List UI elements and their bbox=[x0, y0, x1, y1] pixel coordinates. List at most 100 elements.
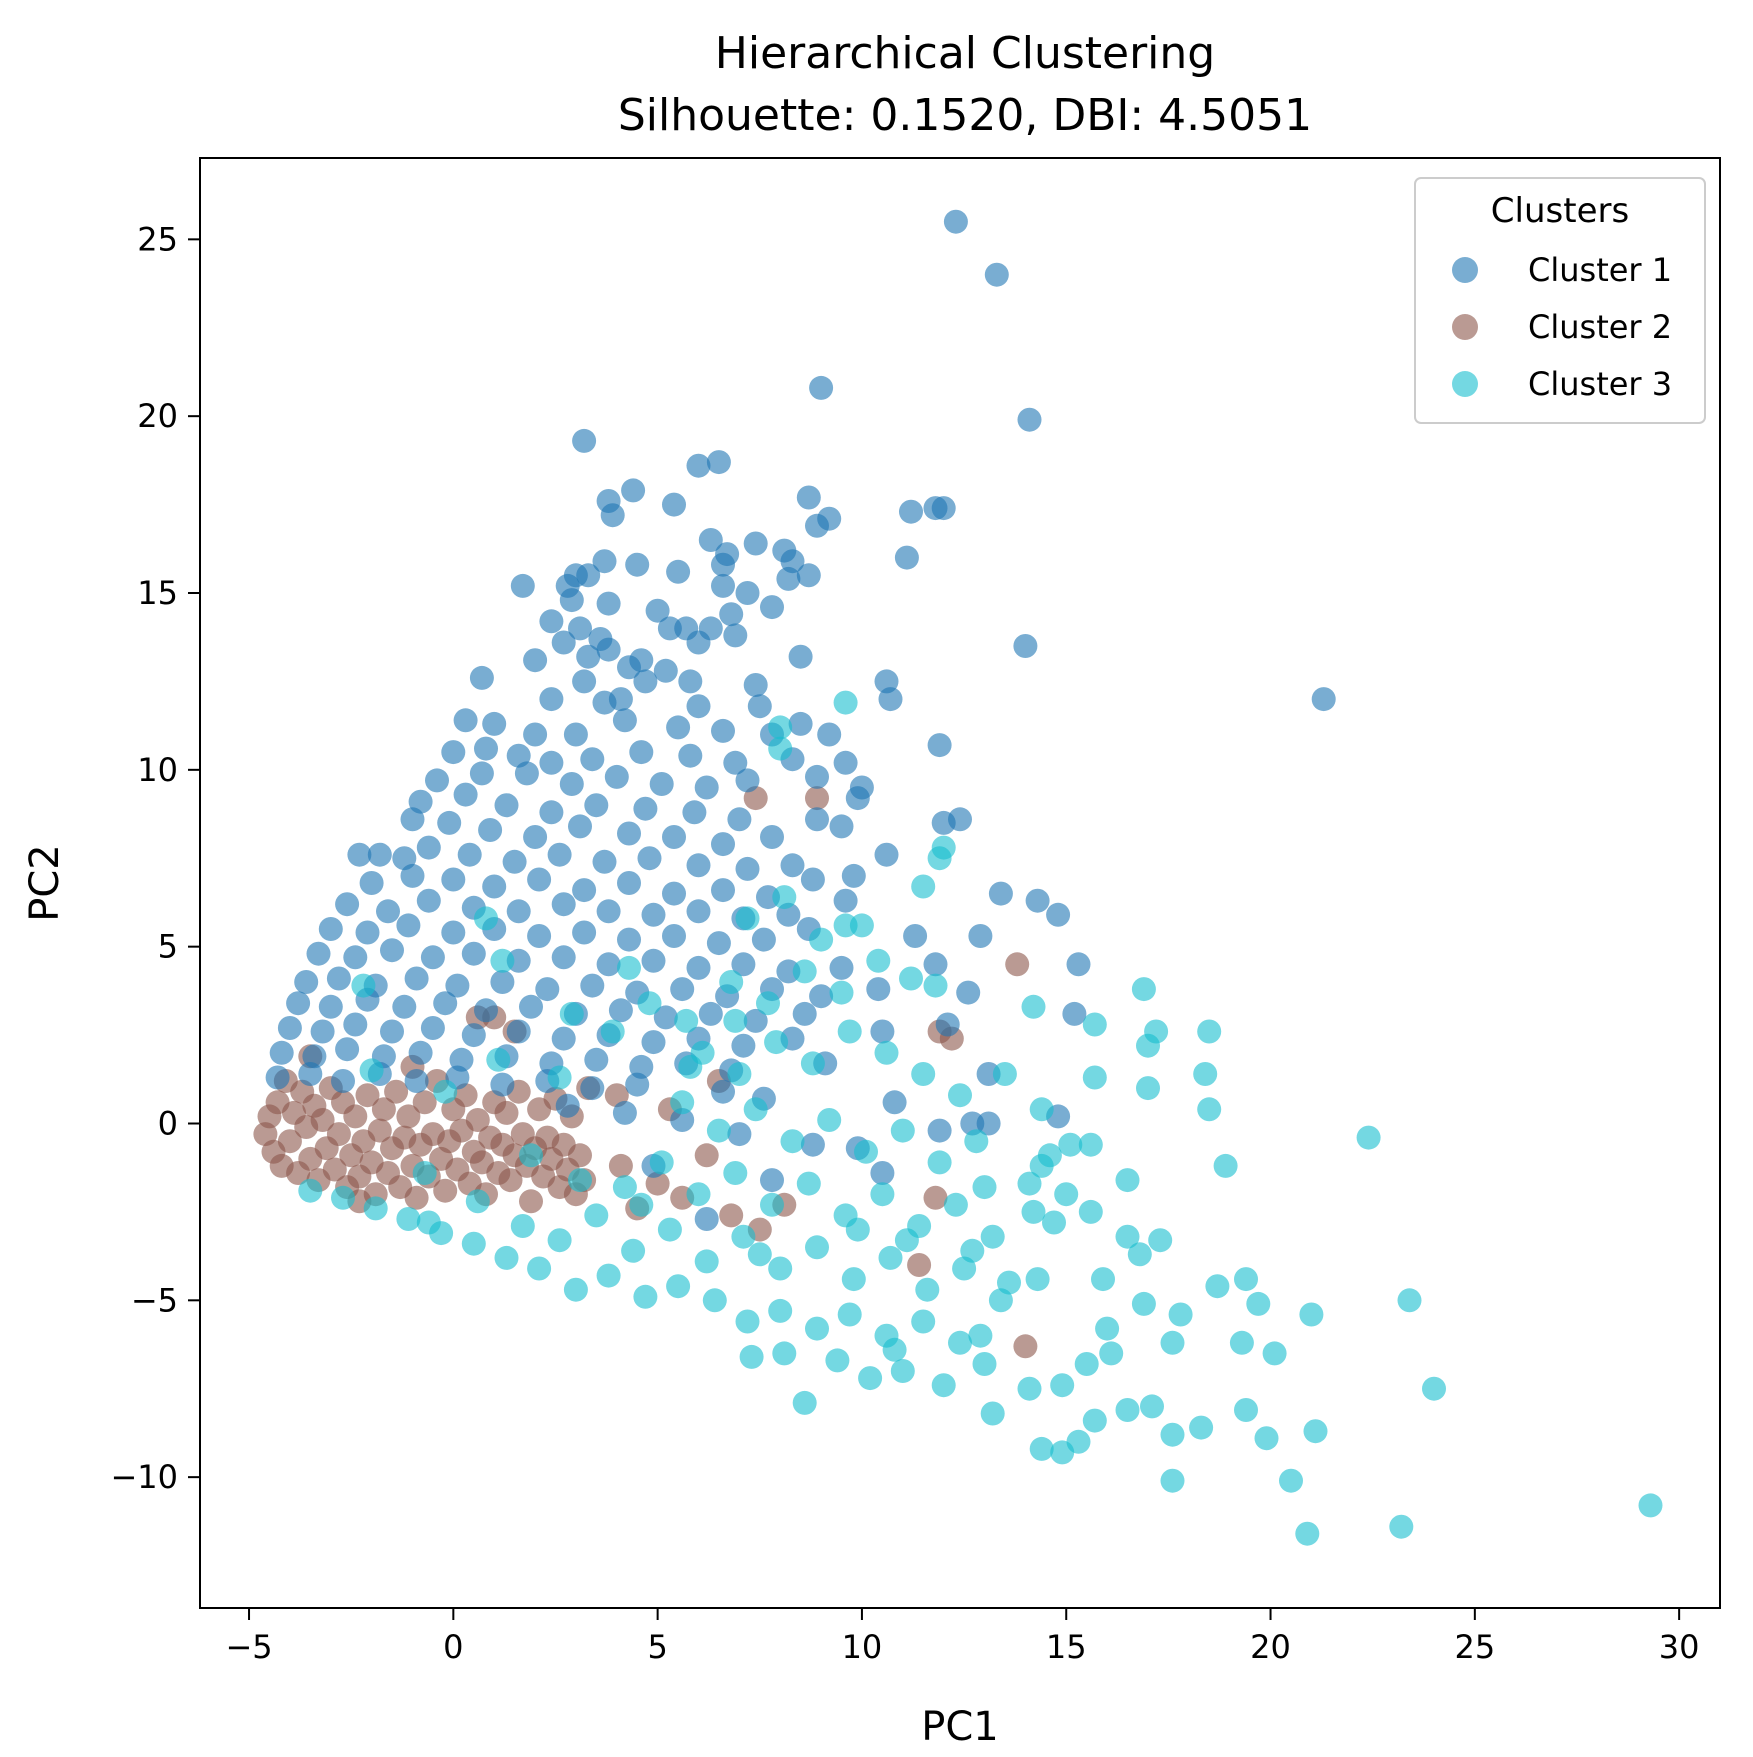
point-cluster-1-249 bbox=[265, 1065, 290, 1090]
point-cluster-1-192 bbox=[294, 970, 319, 994]
point-cluster-1-111 bbox=[948, 807, 972, 832]
point-cluster-3-175 bbox=[960, 1238, 985, 1263]
point-cluster-3-54 bbox=[1160, 1422, 1185, 1447]
point-cluster-3-106 bbox=[805, 1235, 829, 1260]
point-cluster-3-17 bbox=[1136, 1076, 1160, 1101]
point-cluster-3-68 bbox=[1638, 1493, 1663, 1518]
point-cluster-1-64 bbox=[539, 687, 564, 712]
point-cluster-3-154 bbox=[519, 1143, 543, 1168]
point-cluster-3-7 bbox=[899, 966, 923, 991]
point-cluster-1-184 bbox=[596, 952, 621, 977]
point-cluster-2-57 bbox=[465, 1108, 490, 1132]
legend: Clusters Cluster 1 Cluster 2 Cluster 3 bbox=[1414, 177, 1706, 424]
point-cluster-3-74 bbox=[931, 1373, 956, 1398]
point-cluster-1-134 bbox=[780, 853, 805, 878]
point-cluster-1-41 bbox=[568, 616, 592, 641]
point-cluster-1-259 bbox=[711, 1079, 735, 1104]
point-cluster-3-34 bbox=[1115, 1224, 1140, 1249]
point-cluster-3-158 bbox=[359, 1058, 384, 1083]
point-cluster-3-176 bbox=[894, 1228, 919, 1253]
point-cluster-1-230 bbox=[641, 1030, 666, 1055]
point-cluster-1-112 bbox=[400, 807, 425, 832]
point-cluster-1-105 bbox=[584, 793, 609, 818]
point-cluster-1-114 bbox=[478, 818, 503, 842]
point-cluster-3-77 bbox=[972, 1352, 997, 1376]
point-cluster-3-171 bbox=[825, 1348, 850, 1373]
point-cluster-3-10 bbox=[1131, 977, 1156, 1002]
point-cluster-1-93 bbox=[514, 761, 539, 786]
point-cluster-1-179 bbox=[380, 938, 404, 963]
point-cluster-3-63 bbox=[1050, 1440, 1075, 1465]
x-tick-label-2: 5 bbox=[647, 1628, 667, 1666]
point-cluster-1-236 bbox=[269, 1040, 294, 1065]
point-cluster-2-91 bbox=[694, 1143, 719, 1168]
point-cluster-3-166 bbox=[559, 1001, 584, 1026]
point-cluster-3-41 bbox=[1397, 1288, 1422, 1313]
point-cluster-3-87 bbox=[633, 1284, 658, 1309]
point-cluster-1-53 bbox=[653, 658, 678, 683]
point-cluster-3-113 bbox=[612, 1175, 637, 1200]
point-cluster-1-74 bbox=[612, 708, 637, 733]
point-cluster-3-163 bbox=[433, 1079, 458, 1104]
point-cluster-3-95 bbox=[363, 1196, 388, 1221]
point-cluster-3-141 bbox=[719, 970, 744, 994]
point-cluster-3-144 bbox=[829, 980, 854, 1005]
point-cluster-1-97 bbox=[694, 775, 719, 800]
point-cluster-3-81 bbox=[837, 1302, 862, 1327]
point-cluster-3-115 bbox=[686, 1182, 711, 1207]
point-cluster-1-130 bbox=[592, 849, 617, 874]
point-cluster-3-159 bbox=[351, 973, 376, 998]
point-cluster-3-39 bbox=[1246, 1291, 1271, 1316]
point-cluster-1-73 bbox=[563, 722, 588, 747]
point-cluster-1-119 bbox=[711, 832, 735, 857]
point-cluster-3-92 bbox=[461, 1231, 486, 1256]
point-cluster-1-148 bbox=[335, 892, 360, 917]
point-cluster-3-136 bbox=[800, 1051, 825, 1076]
point-cluster-3-102 bbox=[657, 1217, 682, 1242]
point-cluster-3-0 bbox=[833, 690, 858, 715]
point-cluster-1-238 bbox=[335, 1037, 360, 1062]
point-cluster-1-234 bbox=[870, 1019, 895, 1044]
y-tick-label-1: −5 bbox=[131, 1281, 178, 1319]
point-cluster-3-66 bbox=[1389, 1514, 1414, 1539]
point-cluster-1-228 bbox=[551, 1026, 576, 1051]
point-cluster-3-52 bbox=[1115, 1398, 1140, 1422]
point-cluster-3-21 bbox=[1356, 1125, 1381, 1150]
point-cluster-1-3 bbox=[1017, 407, 1042, 432]
point-cluster-1-261 bbox=[882, 1090, 907, 1115]
point-cluster-3-57 bbox=[1254, 1426, 1279, 1451]
point-cluster-1-107 bbox=[682, 800, 707, 825]
point-cluster-1-183 bbox=[551, 945, 576, 970]
point-cluster-3-2 bbox=[768, 736, 793, 761]
point-cluster-3-165 bbox=[486, 1047, 511, 1072]
point-cluster-1-154 bbox=[596, 899, 621, 924]
point-cluster-3-170 bbox=[747, 1242, 772, 1267]
point-cluster-1-190 bbox=[923, 952, 948, 977]
point-cluster-1-215 bbox=[608, 998, 633, 1023]
point-cluster-1-63 bbox=[878, 687, 903, 712]
point-cluster-1-50 bbox=[576, 644, 601, 669]
point-cluster-3-103 bbox=[694, 1249, 719, 1274]
point-cluster-3-46 bbox=[1160, 1330, 1185, 1355]
chart-subtitle: Silhouette: 0.1520, DBI: 4.5051 bbox=[618, 90, 1312, 141]
point-cluster-1-164 bbox=[396, 913, 421, 938]
point-cluster-1-137 bbox=[400, 863, 425, 888]
point-cluster-3-127 bbox=[780, 1129, 805, 1154]
point-cluster-1-96 bbox=[649, 772, 674, 796]
point-cluster-1-191 bbox=[1066, 952, 1091, 977]
point-cluster-1-47 bbox=[723, 623, 748, 648]
point-cluster-1-144 bbox=[711, 878, 735, 903]
point-cluster-3-98 bbox=[510, 1214, 535, 1238]
point-cluster-3-82 bbox=[805, 1316, 829, 1341]
legend-box bbox=[1414, 177, 1706, 424]
point-cluster-3-50 bbox=[1099, 1341, 1124, 1366]
legend-marker-cluster-2 bbox=[1452, 314, 1478, 340]
point-cluster-1-135 bbox=[874, 842, 899, 867]
point-cluster-1-199 bbox=[580, 973, 605, 998]
legend-label-cluster-3: Cluster 3 bbox=[1528, 365, 1672, 403]
point-cluster-3-91 bbox=[494, 1245, 519, 1270]
point-cluster-1-36 bbox=[735, 581, 760, 605]
point-cluster-1-156 bbox=[686, 899, 711, 924]
point-cluster-3-149 bbox=[849, 913, 874, 938]
point-cluster-2-40 bbox=[396, 1104, 421, 1129]
